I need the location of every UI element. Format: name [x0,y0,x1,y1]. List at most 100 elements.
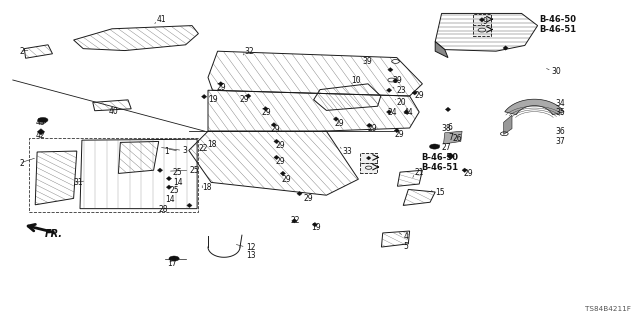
Text: 29: 29 [216,83,226,92]
Text: 33: 33 [342,147,352,156]
Polygon shape [412,91,417,95]
Text: 39: 39 [392,76,402,85]
Polygon shape [202,94,207,99]
Text: 21: 21 [415,168,424,177]
Text: FR.: FR. [45,229,63,239]
Polygon shape [435,42,448,58]
Polygon shape [505,99,564,115]
Text: 1: 1 [164,147,169,156]
Text: 22: 22 [291,216,300,225]
Text: 2: 2 [19,159,24,168]
Text: 29: 29 [275,157,285,166]
Polygon shape [388,68,393,72]
Text: 29: 29 [240,95,250,104]
Polygon shape [274,155,279,160]
Text: 14: 14 [173,178,182,187]
Text: 35: 35 [556,108,565,117]
Text: 26: 26 [452,134,462,143]
Text: 12: 12 [246,243,255,252]
Circle shape [169,256,179,261]
Polygon shape [292,219,297,223]
Text: 22: 22 [198,144,208,153]
Text: 29: 29 [271,125,280,134]
Text: 29: 29 [368,124,378,133]
Polygon shape [333,117,339,121]
Text: 3: 3 [182,146,188,155]
Text: 28: 28 [159,205,168,214]
Text: 29: 29 [282,175,291,184]
Polygon shape [503,46,508,50]
Polygon shape [297,191,302,196]
Text: 25: 25 [170,186,179,195]
Text: 29: 29 [261,108,271,117]
Polygon shape [312,222,317,227]
Polygon shape [263,107,268,111]
Polygon shape [218,82,223,86]
Polygon shape [462,168,467,172]
Text: 44: 44 [403,108,413,117]
Polygon shape [444,131,462,144]
Text: 43: 43 [35,118,45,127]
Text: 38: 38 [442,124,451,133]
Text: 40: 40 [109,108,118,116]
Polygon shape [280,171,285,176]
Text: 34: 34 [556,99,565,108]
Polygon shape [187,203,192,208]
Text: B-46-50: B-46-50 [540,15,577,24]
Text: 29: 29 [415,92,424,100]
Text: 18: 18 [207,140,216,149]
Polygon shape [387,110,392,114]
Circle shape [38,117,48,123]
Text: 20: 20 [396,98,406,107]
Text: 42: 42 [35,131,45,140]
Text: 27: 27 [442,143,451,152]
Polygon shape [504,115,512,134]
Text: 24: 24 [388,108,397,117]
Text: 25: 25 [173,168,182,177]
Text: 41: 41 [157,15,166,24]
FancyBboxPatch shape [473,14,491,26]
Text: 29: 29 [275,141,285,150]
Polygon shape [394,128,399,133]
Text: 4: 4 [404,232,409,241]
Text: 13: 13 [246,252,255,260]
Polygon shape [246,94,251,98]
Text: 30: 30 [552,67,561,76]
Circle shape [429,144,440,149]
Polygon shape [393,78,398,83]
Text: 29: 29 [463,169,473,178]
Polygon shape [274,139,279,144]
Polygon shape [271,123,276,127]
Polygon shape [445,107,451,112]
Text: 23: 23 [396,86,406,95]
Text: 7: 7 [448,133,453,142]
Text: 15: 15 [435,188,445,197]
Text: 29: 29 [395,130,404,139]
FancyBboxPatch shape [473,25,491,36]
Polygon shape [166,176,172,181]
FancyBboxPatch shape [360,153,377,163]
Text: 19: 19 [209,95,218,104]
Text: 9: 9 [483,17,488,26]
Text: 36: 36 [556,127,565,136]
Polygon shape [387,88,392,92]
Text: 37: 37 [556,137,565,146]
Text: 19: 19 [312,223,321,232]
Text: 2: 2 [19,47,24,56]
Text: 39: 39 [363,57,372,66]
Polygon shape [37,129,45,135]
Polygon shape [366,156,371,160]
Polygon shape [367,123,372,128]
Text: 10: 10 [351,76,360,85]
Text: 31: 31 [74,178,83,187]
Polygon shape [404,110,409,114]
Text: 17: 17 [167,259,177,268]
Text: 29: 29 [304,194,314,203]
Text: 32: 32 [244,47,254,56]
Text: 29: 29 [335,119,344,128]
Text: B-46-51: B-46-51 [421,163,458,172]
Text: 5: 5 [404,242,409,251]
Polygon shape [479,18,484,22]
Polygon shape [157,168,163,172]
Text: 25: 25 [189,166,199,175]
